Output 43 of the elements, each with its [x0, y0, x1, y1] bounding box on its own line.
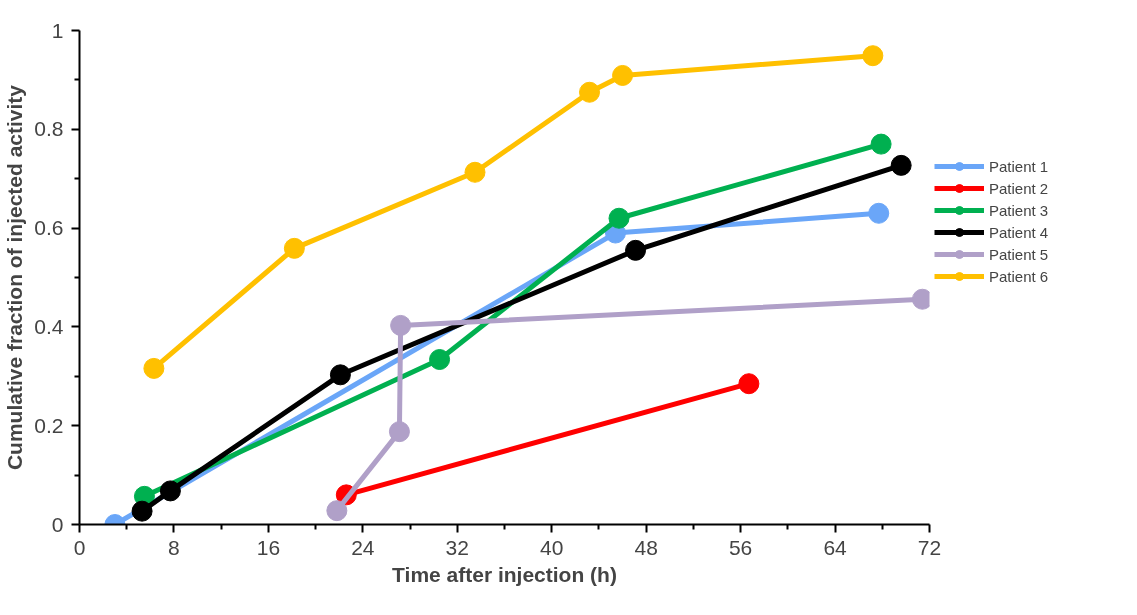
legend-label: Patient 3: [989, 201, 1049, 219]
y-axis-title: Cumulative fraction of injected activity: [3, 84, 27, 471]
x-tick-label: 24: [351, 535, 375, 559]
point: [890, 154, 912, 176]
legend-label: Patient 2: [989, 179, 1049, 197]
x-tick-label: 40: [540, 535, 564, 559]
point: [579, 81, 600, 103]
legend-label: Patient 1: [989, 157, 1049, 175]
y-tick-label: 0.4: [34, 314, 64, 338]
point: [429, 349, 451, 370]
point: [870, 133, 892, 155]
point: [143, 357, 165, 379]
point: [329, 364, 351, 386]
point: [464, 161, 486, 183]
point: [326, 500, 348, 522]
point: [390, 314, 412, 336]
point: [283, 237, 305, 259]
point: [131, 500, 153, 522]
x-axis-title: Time after injection (h): [392, 562, 617, 586]
x-tick-label: 8: [168, 535, 180, 559]
x-tick-label: 16: [256, 535, 281, 559]
point: [612, 64, 634, 86]
y-tick-label: 1: [51, 18, 64, 42]
point: [608, 207, 630, 229]
x-tick-label: 72: [917, 535, 942, 559]
legend-label: Patient 5: [989, 245, 1049, 263]
point: [388, 421, 410, 443]
x-tick-label: 32: [445, 535, 469, 559]
point: [862, 45, 884, 67]
x-tick-label: 64: [823, 535, 848, 559]
y-tick-label: 0: [51, 512, 64, 536]
x-tick-label: 56: [728, 535, 753, 559]
point: [738, 373, 760, 395]
point: [868, 202, 890, 224]
point: [625, 239, 647, 261]
y-tick-label: 0.2: [34, 413, 64, 437]
y-tick-label: 0.8: [34, 117, 64, 141]
legend-label: Patient 6: [989, 267, 1049, 285]
x-tick-label: 0: [73, 535, 86, 559]
legend-label: Patient 4: [989, 223, 1049, 241]
point: [159, 480, 181, 502]
y-tick-label: 0.6: [34, 216, 64, 240]
x-tick-label: 48: [634, 535, 658, 559]
